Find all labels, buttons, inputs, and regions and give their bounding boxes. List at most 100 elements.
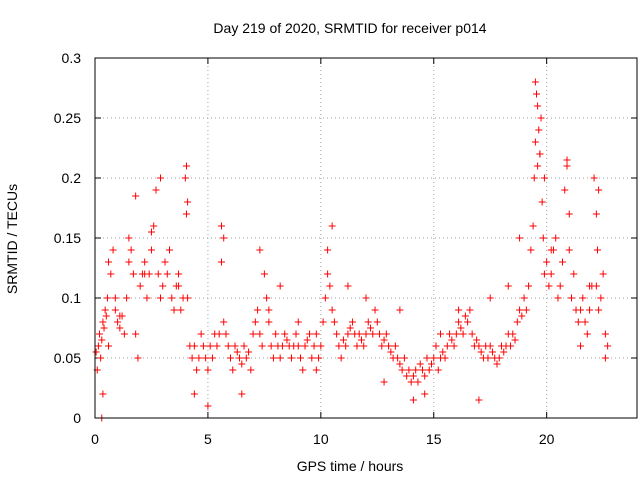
data-point <box>595 186 603 194</box>
data-point <box>593 246 601 254</box>
data-point <box>574 318 582 326</box>
data-point <box>166 246 174 254</box>
data-point <box>367 324 375 332</box>
data-point <box>132 330 140 338</box>
data-point <box>475 342 483 350</box>
data-point <box>488 348 496 356</box>
y-tick-label: 0.15 <box>54 230 81 246</box>
data-point <box>437 330 445 338</box>
data-point <box>409 372 417 380</box>
data-point <box>134 354 142 362</box>
data-point <box>599 270 607 278</box>
data-point <box>486 342 494 350</box>
data-point <box>466 306 474 314</box>
data-point <box>565 246 573 254</box>
data-point <box>227 354 234 362</box>
data-point <box>202 354 210 362</box>
data-point <box>141 270 149 278</box>
data-point <box>387 348 395 356</box>
data-point <box>430 354 438 362</box>
data-point <box>256 246 264 254</box>
data-point <box>378 342 386 350</box>
data-point <box>538 198 546 206</box>
data-point <box>258 342 266 350</box>
data-point <box>147 228 155 236</box>
data-point <box>529 222 537 230</box>
data-point <box>163 270 171 278</box>
data-point <box>310 342 318 350</box>
data-point <box>441 354 449 362</box>
data-point <box>394 354 402 362</box>
data-point <box>348 318 356 326</box>
data-point <box>601 354 609 362</box>
data-point <box>539 234 547 242</box>
data-point <box>103 294 111 302</box>
data-point <box>143 294 151 302</box>
data-point <box>299 366 307 374</box>
x-tick-label: 20 <box>539 431 555 447</box>
data-point <box>568 294 576 302</box>
data-point <box>362 330 370 338</box>
data-point <box>156 174 164 182</box>
data-point <box>276 354 284 362</box>
data-point <box>400 354 408 362</box>
data-point <box>414 378 422 386</box>
data-point <box>315 354 323 362</box>
data-point <box>206 342 214 350</box>
data-point <box>534 162 542 170</box>
data-point <box>342 342 350 350</box>
data-point <box>312 330 320 338</box>
data-point <box>116 312 124 320</box>
data-point <box>182 162 190 170</box>
data-point <box>450 342 458 350</box>
data-point <box>175 282 183 290</box>
data-point <box>182 210 190 218</box>
data-point <box>267 342 275 350</box>
data-point <box>147 246 155 254</box>
data-point <box>439 348 447 356</box>
data-point <box>114 318 122 326</box>
data-point <box>425 366 433 374</box>
data-point <box>111 294 119 302</box>
data-point <box>269 354 277 362</box>
data-point <box>278 342 286 350</box>
data-point <box>224 342 232 350</box>
data-point <box>452 330 460 338</box>
data-point <box>100 324 108 332</box>
data-point <box>455 306 463 314</box>
data-point <box>184 198 192 206</box>
data-point <box>233 348 241 356</box>
y-tick-label: 0.25 <box>54 110 81 126</box>
data-point <box>355 330 363 338</box>
data-point <box>184 294 192 302</box>
data-point <box>427 360 435 368</box>
data-point <box>443 342 451 350</box>
data-point <box>592 282 600 290</box>
y-tick-label: 0.05 <box>54 350 81 366</box>
data-point <box>120 330 128 338</box>
data-point <box>177 306 185 314</box>
data-point <box>583 330 591 338</box>
data-point <box>159 282 167 290</box>
data-point <box>540 174 548 182</box>
data-point <box>516 234 524 242</box>
data-point <box>220 234 228 242</box>
data-point <box>586 282 594 290</box>
data-point <box>170 306 178 314</box>
data-point <box>432 342 440 350</box>
data-point <box>558 258 566 266</box>
data-point <box>254 306 262 314</box>
data-point <box>554 294 562 302</box>
data-point <box>461 312 469 320</box>
data-point <box>357 336 365 344</box>
data-point <box>500 348 508 356</box>
data-point <box>477 348 485 356</box>
data-point <box>175 270 183 278</box>
data-point <box>513 318 521 326</box>
data-point <box>208 354 216 362</box>
y-tick-label: 0.3 <box>62 50 82 66</box>
data-point <box>577 342 585 350</box>
plot-frame <box>94 57 638 419</box>
y-tick-labels: 0 0.05 0.1 0.15 0.2 0.25 0.3 <box>54 50 81 426</box>
